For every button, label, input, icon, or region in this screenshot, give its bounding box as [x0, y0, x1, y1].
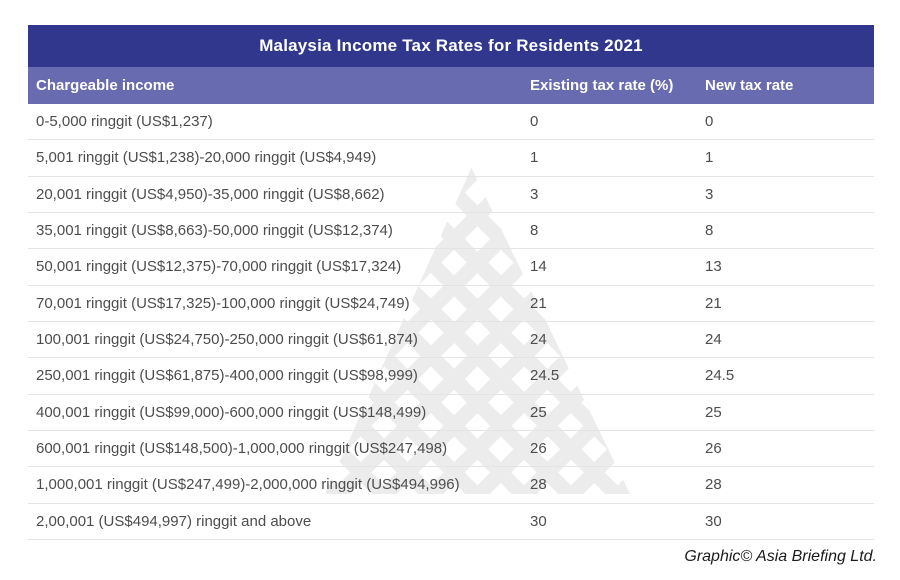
income-cell: 35,001 ringgit (US$8,663)-50,000 ringgit… — [36, 222, 393, 240]
existing-rate-cell: 26 — [530, 440, 547, 458]
existing-rate-cell: 1 — [530, 149, 539, 167]
income-cell: 2,00,001 (US$494,997) ringgit and above — [36, 512, 312, 530]
new-rate-cell: 24 — [705, 331, 722, 349]
table-row: 5,001 ringgit (US$1,238)-20,000 ringgit … — [28, 140, 874, 177]
table-row: 400,001 ringgit (US$99,000)-600,000 ring… — [28, 395, 874, 431]
title-bar: Malaysia Income Tax Rates for Residents … — [28, 25, 874, 67]
column-header-new-tax-rate: New tax rate — [705, 77, 794, 94]
new-rate-cell: 0 — [705, 113, 714, 131]
table-row: 100,001 ringgit (US$24,750)-250,000 ring… — [28, 322, 874, 359]
new-rate-cell: 30 — [705, 512, 722, 530]
existing-rate-cell: 0 — [530, 113, 539, 131]
income-cell: 1,000,001 ringgit (US$247,499)-2,000,000… — [36, 476, 460, 494]
income-cell: 70,001 ringgit (US$17,325)-100,000 ringg… — [36, 294, 410, 312]
existing-rate-cell: 3 — [530, 185, 539, 203]
income-cell: 50,001 ringgit (US$12,375)-70,000 ringgi… — [36, 258, 402, 276]
income-cell: 400,001 ringgit (US$99,000)-600,000 ring… — [36, 403, 427, 421]
new-rate-cell: 13 — [705, 258, 722, 276]
new-rate-cell: 21 — [705, 294, 722, 312]
existing-rate-cell: 8 — [530, 222, 539, 240]
credit-text: Graphic© Asia Briefing Ltd. — [684, 548, 877, 565]
existing-rate-cell: 24.5 — [530, 367, 560, 385]
tax-rate-table: Malaysia Income Tax Rates for Residents … — [28, 25, 874, 540]
existing-rate-cell: 14 — [530, 258, 547, 276]
table-row: 600,001 ringgit (US$148,500)-1,000,000 r… — [28, 431, 874, 468]
existing-rate-cell: 25 — [530, 403, 547, 421]
column-header-chargeable-income: Chargeable income — [36, 77, 175, 94]
chart-title: Malaysia Income Tax Rates for Residents … — [259, 36, 643, 55]
new-rate-cell: 25 — [705, 403, 722, 421]
existing-rate-cell: 21 — [530, 294, 547, 312]
income-cell: 20,001 ringgit (US$4,950)-35,000 ringgit… — [36, 185, 385, 203]
table-row: 0-5,000 ringgit (US$1,237) 0 0 — [28, 104, 874, 141]
income-cell: 600,001 ringgit (US$148,500)-1,000,000 r… — [36, 440, 448, 458]
existing-rate-cell: 28 — [530, 476, 547, 494]
income-cell: 250,001 ringgit (US$61,875)-400,000 ring… — [36, 367, 418, 385]
income-cell: 100,001 ringgit (US$24,750)-250,000 ring… — [36, 331, 418, 349]
table-row: 35,001 ringgit (US$8,663)-50,000 ringgit… — [28, 213, 874, 250]
new-rate-cell: 3 — [705, 185, 714, 203]
new-rate-cell: 24.5 — [705, 367, 735, 385]
table-row: 1,000,001 ringgit (US$247,499)-2,000,000… — [28, 467, 874, 504]
table-row: 70,001 ringgit (US$17,325)-100,000 ringg… — [28, 286, 874, 322]
table-row: 2,00,001 (US$494,997) ringgit and above … — [28, 504, 874, 540]
existing-rate-cell: 30 — [530, 512, 547, 530]
table-row: 20,001 ringgit (US$4,950)-35,000 ringgit… — [28, 177, 874, 213]
new-rate-cell: 28 — [705, 476, 722, 494]
column-header-existing-tax-rate: Existing tax rate (%) — [530, 77, 674, 94]
new-rate-cell: 26 — [705, 440, 722, 458]
income-cell: 0-5,000 ringgit (US$1,237) — [36, 113, 213, 131]
new-rate-cell: 8 — [705, 222, 714, 240]
existing-rate-cell: 24 — [530, 331, 547, 349]
table-body: 0-5,000 ringgit (US$1,237) 0 0 5,001 rin… — [28, 104, 874, 540]
income-cell: 5,001 ringgit (US$1,238)-20,000 ringgit … — [36, 149, 377, 167]
new-rate-cell: 1 — [705, 149, 714, 167]
table-row: 250,001 ringgit (US$61,875)-400,000 ring… — [28, 358, 874, 395]
table-header: Chargeable income Existing tax rate (%) … — [28, 67, 874, 104]
table-row: 50,001 ringgit (US$12,375)-70,000 ringgi… — [28, 249, 874, 286]
